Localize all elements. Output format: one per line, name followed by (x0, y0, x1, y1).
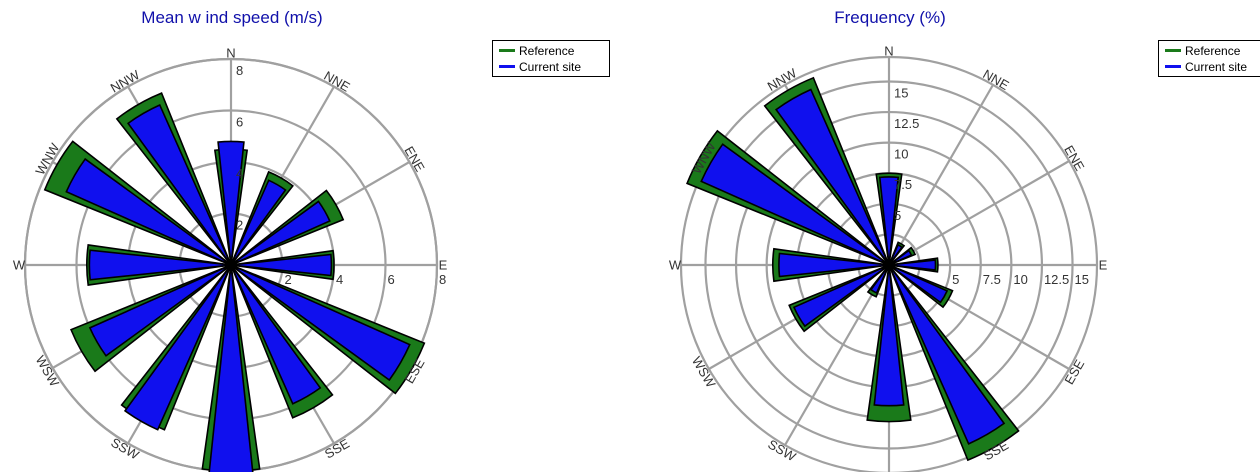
direction-label-nne: NNE (980, 66, 1012, 93)
radial-tick-label-east: 8 (439, 272, 446, 287)
legend-swatch-reference (1165, 49, 1181, 52)
legend-entry-current-site: Current site (1159, 59, 1260, 74)
bar-current-site-wsw (792, 264, 890, 328)
bar-current-site-ene (230, 200, 331, 266)
radial-tick-label-north: 7.5 (894, 177, 912, 192)
chart-legend: Reference Current site (1158, 40, 1260, 77)
bar-current-site-e (230, 253, 333, 277)
bar-current-site-nnw (126, 103, 232, 266)
bar-current-site-ssw (869, 264, 890, 294)
bar-current-site-ene (888, 249, 913, 266)
bar-current-site-nnw (774, 88, 890, 266)
radial-tick-label-north: 5 (894, 208, 901, 223)
bar-current-site-wnw (700, 143, 890, 266)
bar-current-site-sse (888, 264, 1006, 445)
direction-label-e: E (439, 258, 448, 273)
direction-label-n: N (226, 46, 235, 61)
direction-label-wsw: WSW (33, 353, 63, 390)
direction-label-ese: ESE (1061, 357, 1087, 387)
radial-tick-label-east: 15 (1075, 272, 1089, 287)
legend-label: Reference (519, 43, 575, 58)
radial-tick-label-north: 4 (236, 166, 243, 181)
legend-entry-reference: Reference (493, 43, 609, 58)
chart-title: Mean w ind speed (m/s) (141, 8, 323, 27)
radial-tick-label-north: 6 (236, 115, 243, 130)
direction-label-ssw: SSW (108, 435, 142, 463)
legend-entry-reference: Reference (1159, 43, 1260, 58)
legend-label: Current site (519, 59, 582, 74)
chart-legend: Reference Current site (492, 40, 610, 77)
legend-label: Current site (1185, 59, 1248, 74)
bar-current-site-e (888, 259, 937, 271)
radial-tick-label-north: 15 (894, 85, 908, 100)
direction-label-n: N (884, 44, 893, 59)
bar-current-site-w (88, 249, 232, 281)
direction-label-nnw: NNW (108, 67, 143, 96)
legend-label: Reference (1185, 43, 1241, 58)
radial-tick-label-east: 7.5 (983, 272, 1001, 287)
radial-tick-label-east: 6 (388, 272, 395, 287)
radial-tick-label-east: 5 (952, 272, 959, 287)
radial-tick-label-north: 10 (894, 147, 908, 162)
bar-current-site-ssw (123, 264, 232, 431)
bar-current-site-n (217, 140, 245, 266)
legend-entry-current-site: Current site (493, 59, 609, 74)
mean-wind-speed-chart: Mean w ind speed (m/s) 2 2 4 4 6 6 8 8 N NNE ENE E E… (0, 0, 620, 472)
bar-current-site-wnw (65, 157, 232, 266)
radial-tick-label-east: 12.5 (1044, 272, 1069, 287)
direction-label-ssw: SSW (765, 436, 799, 464)
radial-tick-label-north: 2 (236, 218, 243, 233)
bar-current-site-nne (888, 243, 904, 266)
chart-title: Frequency (%) (834, 8, 946, 27)
bar-current-site-nne (230, 179, 287, 266)
direction-label-w: W (669, 258, 682, 273)
direction-label-s: S (227, 470, 236, 472)
spoke-line (888, 84, 994, 266)
bar-current-site-ese (888, 264, 949, 304)
direction-label-w: W (13, 258, 26, 273)
legend-swatch-current-site (1165, 65, 1181, 68)
bar-current-site-ese (230, 264, 411, 382)
radial-tick-label-north: 8 (236, 63, 243, 78)
bar-current-site-s (873, 264, 905, 407)
direction-label-wsw: WSW (689, 354, 719, 391)
frequency-chart: Frequency (%) 5 5 7.5 7.5 10 10 12.5 12.5 15 15 N N… (630, 0, 1260, 472)
spoke-line (888, 160, 1070, 266)
radial-tick-label-north: 12.5 (894, 116, 919, 131)
bar-current-site-w (778, 252, 890, 278)
radial-tick-label-east: 4 (336, 272, 343, 287)
bar-current-site-wsw (88, 264, 232, 357)
bar-current-site-s (208, 264, 254, 472)
direction-label-sse: SSE (322, 435, 352, 461)
radial-tick-label-east: 10 (1013, 272, 1027, 287)
legend-swatch-reference (499, 49, 515, 52)
bar-current-site-n (878, 176, 900, 266)
radial-tick-label-east: 2 (285, 272, 292, 287)
wind-rose-plot: 557.57.5101012.512.51515NNNEENEEESESSESS… (669, 44, 1108, 472)
direction-label-nne: NNE (321, 68, 353, 95)
bar-current-site-sse (230, 264, 322, 405)
direction-label-ene: ENE (1061, 143, 1088, 174)
direction-label-e: E (1099, 258, 1108, 273)
wind-rose-plot: 22446688NNNEENEEESESSESSSWWSWWWNWNNW (13, 46, 448, 472)
legend-swatch-current-site (499, 65, 515, 68)
direction-label-ene: ENE (401, 144, 428, 175)
